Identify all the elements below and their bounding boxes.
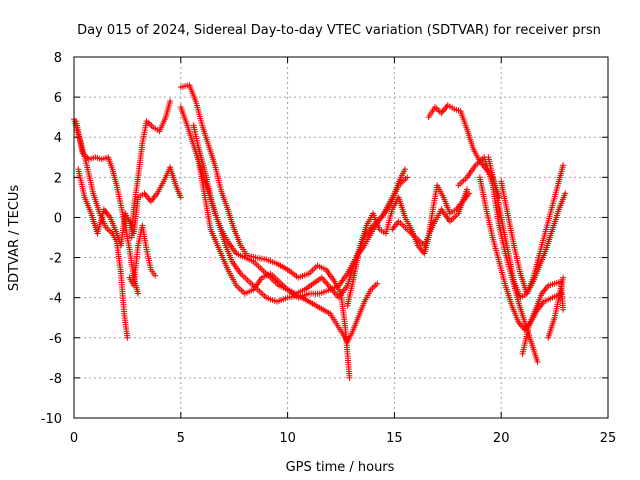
data-point — [534, 358, 541, 365]
data-point — [152, 272, 159, 279]
x-tick-label: 5 — [177, 431, 185, 446]
data-point — [560, 162, 567, 169]
data-point — [167, 98, 174, 105]
data-point — [135, 290, 142, 297]
series-track-5 — [126, 222, 159, 289]
series-track-11 — [389, 186, 471, 249]
series-track-4 — [128, 98, 174, 241]
x-tick-label: 0 — [70, 431, 78, 446]
y-tick-label: -4 — [49, 292, 62, 307]
data-point — [374, 280, 381, 287]
grid-lines — [74, 57, 608, 418]
data-point — [177, 194, 184, 201]
x-tick-label: 15 — [386, 431, 403, 446]
chart-title: Day 015 of 2024, Sidereal Day-to-day VTE… — [77, 23, 601, 38]
series-track-15 — [485, 154, 569, 301]
data-point — [124, 334, 131, 341]
x-tick-label: 25 — [600, 431, 617, 446]
x-axis-label: GPS time / hours — [286, 460, 395, 475]
y-tick-label: 6 — [54, 91, 62, 106]
data-point — [464, 186, 471, 193]
y-tick-label: 0 — [54, 211, 62, 226]
y-tick-label: 8 — [54, 51, 62, 66]
y-tick-label: 2 — [54, 171, 62, 186]
y-tick-label: -10 — [41, 412, 62, 427]
series-track-2 — [73, 118, 142, 297]
series-track-6 — [177, 104, 381, 345]
x-tick-label: 10 — [279, 431, 296, 446]
axis-tick-labels: 0 5 10 15 20 25 -10 -8 -6 -4 -2 0 2 4 6 8 — [41, 51, 617, 446]
y-tick-label: -8 — [49, 372, 62, 387]
series-track-16 — [498, 162, 567, 297]
series-track-3 — [75, 164, 184, 249]
data-series — [71, 82, 569, 381]
y-tick-label: -6 — [49, 332, 62, 347]
series-track-18 — [545, 274, 567, 341]
series-track-17 — [519, 278, 567, 357]
series-track-9 — [194, 154, 409, 301]
data-point — [560, 274, 567, 281]
y-axis-label: SDTVAR / TECUs — [7, 185, 22, 292]
y-tick-label: -2 — [49, 252, 62, 267]
x-tick-label: 20 — [493, 431, 510, 446]
data-point — [346, 374, 353, 381]
series-track-7 — [177, 82, 353, 381]
data-point — [562, 190, 569, 197]
axis-ticks — [73, 56, 609, 419]
data-point — [560, 306, 567, 313]
y-tick-label: 4 — [54, 131, 62, 146]
data-point — [402, 166, 409, 173]
data-point — [404, 174, 411, 181]
plot-frame — [73, 56, 609, 419]
